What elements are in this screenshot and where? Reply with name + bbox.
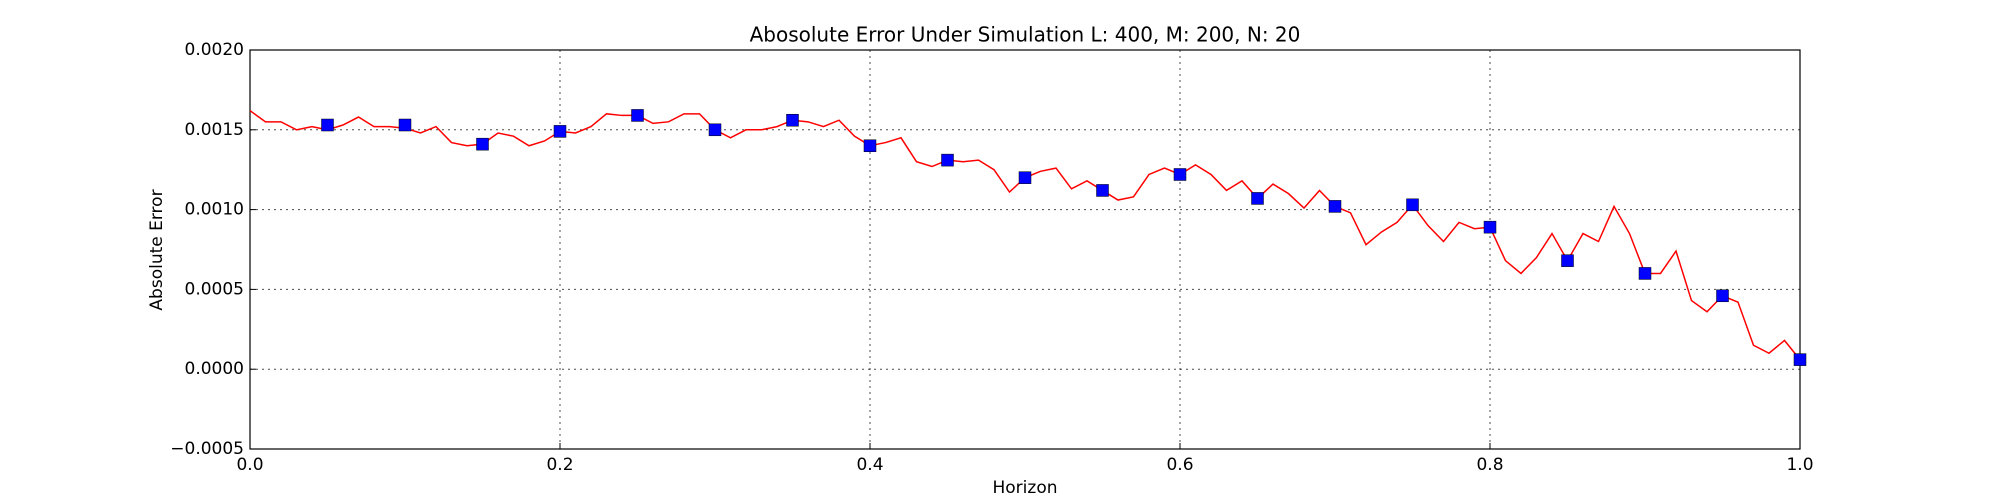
data-marker bbox=[631, 109, 644, 122]
data-marker bbox=[1096, 184, 1109, 197]
data-marker bbox=[786, 113, 799, 127]
data-marker bbox=[1018, 171, 1032, 184]
data-marker bbox=[708, 123, 722, 137]
y-axis-label: Absolute Error bbox=[147, 189, 167, 310]
y-tick-label: 0.0000 bbox=[185, 359, 244, 379]
y-tick-label: 0.0005 bbox=[185, 279, 244, 299]
x-tick-label: 0.4 bbox=[856, 455, 883, 475]
y-tick-label: 0.0015 bbox=[185, 120, 244, 140]
data-marker bbox=[1406, 198, 1419, 212]
data-marker bbox=[1251, 192, 1264, 205]
x-tick-label: 1.0 bbox=[1786, 455, 1813, 475]
data-marker bbox=[321, 118, 334, 132]
chart-title: Abosolute Error Under Simulation L: 400,… bbox=[750, 23, 1301, 47]
plot-frame bbox=[249, 49, 1801, 450]
x-tick-label: 0.0 bbox=[236, 455, 263, 475]
data-marker bbox=[398, 118, 412, 132]
data-marker bbox=[863, 139, 877, 153]
data-marker bbox=[941, 153, 954, 167]
y-tick-label: 0.0020 bbox=[185, 40, 244, 60]
data-marker bbox=[1561, 254, 1574, 267]
data-marker bbox=[1716, 289, 1729, 303]
x-axis-label: Horizon bbox=[993, 478, 1058, 498]
y-tick-label: 0.0010 bbox=[185, 200, 244, 220]
data-marker bbox=[476, 137, 489, 151]
x-tick-label: 0.6 bbox=[1166, 455, 1193, 475]
y-tick-label: −0.0005 bbox=[170, 439, 244, 459]
x-tick-label: 0.2 bbox=[546, 455, 573, 475]
data-marker bbox=[1173, 168, 1187, 181]
data-marker bbox=[1328, 200, 1342, 213]
data-marker bbox=[553, 125, 567, 138]
data-marker bbox=[1793, 353, 1807, 366]
data-marker bbox=[1483, 220, 1497, 234]
data-marker bbox=[1638, 267, 1652, 280]
x-tick-label: 0.8 bbox=[1476, 455, 1503, 475]
